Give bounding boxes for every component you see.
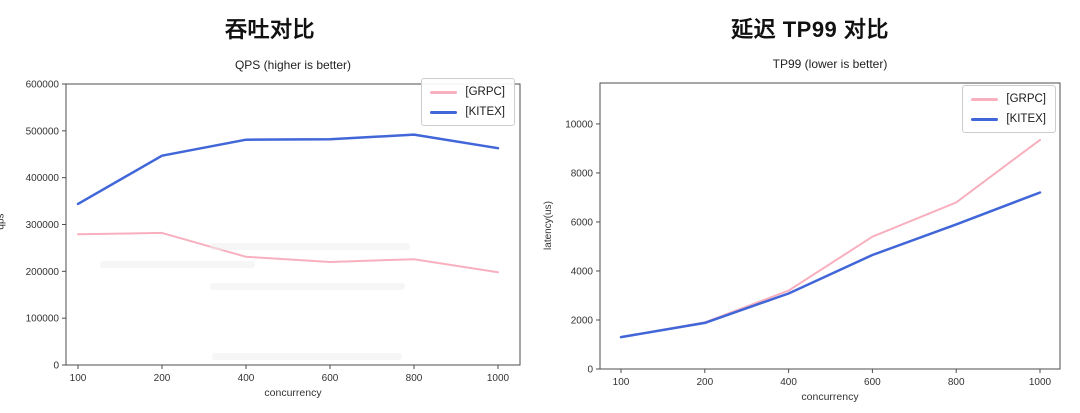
tp99-chart-canvas: 0 2000 4000 6000 8000 10000 100 200 400 600 800 100… bbox=[565, 82, 1061, 403]
svg-text:100: 100 bbox=[613, 377, 630, 388]
svg-text:8000: 8000 bbox=[571, 168, 594, 179]
watermark bbox=[210, 243, 410, 250]
qps-y-axis-label: qps bbox=[0, 213, 7, 230]
kitex-line-swatch bbox=[971, 117, 999, 121]
throughput-figure: 吞吐对比 QPS (higher is better) 0 100000 20000… bbox=[0, 17, 521, 399]
legend-item-kitex: [KITEX] bbox=[430, 104, 505, 120]
throughput-title: 吞吐对比 bbox=[224, 17, 315, 42]
svg-text:1000: 1000 bbox=[487, 373, 510, 384]
legend-item-grpc: [GRPC] bbox=[430, 84, 505, 100]
tp99-chart-subtitle: TP99 (lower is better) bbox=[772, 57, 888, 71]
svg-text:200000: 200000 bbox=[26, 267, 60, 278]
svg-text:6000: 6000 bbox=[571, 217, 594, 228]
svg-text:300000: 300000 bbox=[26, 220, 60, 231]
svg-text:400: 400 bbox=[780, 377, 797, 388]
latency-title: 延迟 TP99 对比 bbox=[731, 17, 889, 42]
svg-text:800: 800 bbox=[948, 377, 965, 388]
svg-text:0: 0 bbox=[587, 365, 593, 376]
grpc-line-swatch bbox=[430, 90, 458, 94]
legend-label-kitex: [KITEX] bbox=[1006, 113, 1046, 125]
qps-chart-canvas: 0 100000 200000 300000 400000 500000 600000 100… bbox=[26, 80, 521, 399]
legend-label-grpc: [GRPC] bbox=[1006, 93, 1046, 105]
qps-chart-subtitle: QPS (higher is better) bbox=[234, 58, 352, 72]
svg-text:800: 800 bbox=[406, 373, 423, 384]
svg-text:600: 600 bbox=[322, 373, 339, 384]
svg-text:1000: 1000 bbox=[1029, 377, 1052, 388]
svg-text:4000: 4000 bbox=[571, 266, 594, 277]
latency-y-axis-label: latency(us) bbox=[542, 201, 554, 250]
svg-text:10000: 10000 bbox=[565, 119, 593, 130]
svg-text:concurrency: concurrency bbox=[801, 391, 859, 403]
svg-text:200: 200 bbox=[154, 373, 171, 384]
legend-label-kitex: [KITEX] bbox=[465, 106, 505, 118]
svg-text:500000: 500000 bbox=[26, 126, 60, 137]
legend: [GRPC] [KITEX] bbox=[962, 85, 1056, 133]
legend-label-grpc: [GRPC] bbox=[465, 86, 505, 98]
svg-text:2000: 2000 bbox=[571, 315, 594, 326]
svg-text:400000: 400000 bbox=[26, 173, 60, 184]
latency-figure: 延迟 TP99 对比 TP99 (lower is better) 0 2000 4… bbox=[540, 0, 1080, 413]
svg-text:400: 400 bbox=[238, 373, 255, 384]
kitex-line-swatch bbox=[430, 110, 458, 114]
svg-text:600: 600 bbox=[864, 377, 881, 388]
grpc-line-swatch bbox=[971, 97, 999, 101]
svg-text:100: 100 bbox=[70, 373, 87, 384]
svg-text:100000: 100000 bbox=[26, 314, 60, 325]
watermark bbox=[210, 283, 405, 290]
legend: [GRPC] [KITEX] bbox=[421, 78, 515, 126]
watermark bbox=[212, 353, 402, 360]
legend-item-kitex: [KITEX] bbox=[971, 111, 1046, 127]
svg-text:600000: 600000 bbox=[26, 80, 60, 91]
svg-text:200: 200 bbox=[696, 377, 713, 388]
svg-text:concurrency: concurrency bbox=[264, 387, 322, 399]
watermark bbox=[100, 261, 255, 268]
legend-item-grpc: [GRPC] bbox=[971, 91, 1046, 107]
svg-text:0: 0 bbox=[53, 361, 59, 372]
